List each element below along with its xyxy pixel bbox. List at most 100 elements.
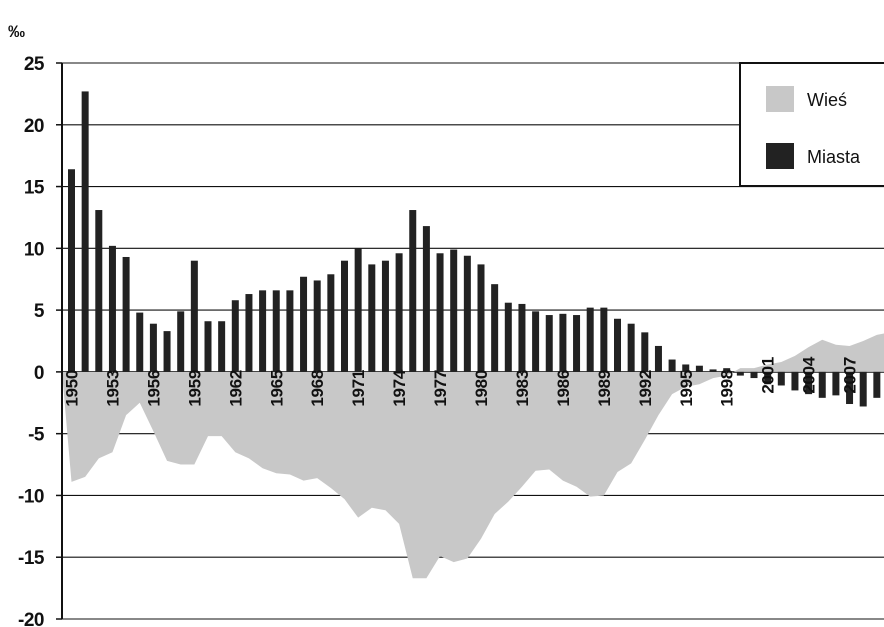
y-tick-label: 20 bbox=[24, 116, 44, 137]
bar-miasta bbox=[695, 365, 703, 372]
bar-miasta bbox=[68, 169, 75, 372]
bar-miasta bbox=[204, 321, 212, 372]
x-tick-label: 1989 bbox=[595, 370, 614, 407]
bar-miasta bbox=[600, 307, 608, 372]
series-wies-area bbox=[62, 332, 884, 579]
bar-miasta bbox=[286, 290, 294, 372]
legend-box bbox=[739, 62, 884, 187]
bar-miasta bbox=[504, 302, 512, 372]
bar-miasta bbox=[108, 245, 116, 372]
bar-miasta bbox=[272, 290, 280, 372]
bar-miasta bbox=[723, 368, 731, 372]
bar-miasta bbox=[654, 345, 662, 372]
x-tick-label: 1998 bbox=[718, 370, 737, 407]
bar-miasta bbox=[641, 332, 649, 372]
x-tick-label: 1986 bbox=[554, 370, 573, 407]
bar-miasta bbox=[873, 371, 881, 398]
bar-miasta bbox=[354, 248, 362, 372]
bar-miasta bbox=[245, 294, 253, 372]
x-tick-label: 2001 bbox=[759, 357, 778, 394]
bar-miasta bbox=[682, 364, 690, 372]
bar-miasta bbox=[177, 311, 185, 372]
x-tick-label: 1950 bbox=[63, 370, 82, 407]
bar-miasta bbox=[259, 290, 267, 372]
bar-miasta bbox=[190, 260, 198, 372]
bar-miasta bbox=[491, 284, 499, 372]
bar-miasta bbox=[422, 226, 430, 372]
bar-miasta bbox=[750, 371, 758, 379]
bar-miasta bbox=[341, 260, 348, 372]
legend-swatch-wies bbox=[766, 86, 794, 112]
x-tick-label: 2007 bbox=[841, 357, 860, 394]
x-tick-label: 1977 bbox=[431, 370, 450, 407]
x-tick-label: 1980 bbox=[472, 370, 491, 407]
legend: Wieś Miasta bbox=[739, 62, 884, 187]
bar-miasta bbox=[614, 318, 621, 372]
bar-miasta bbox=[846, 371, 854, 405]
bar-miasta bbox=[122, 256, 130, 372]
bar-miasta bbox=[463, 255, 471, 372]
legend-label-miasta: Miasta bbox=[807, 147, 861, 167]
y-tick-label: 15 bbox=[24, 178, 45, 199]
y-tick-label: 5 bbox=[34, 301, 45, 322]
bar-miasta bbox=[436, 253, 444, 372]
bar-miasta bbox=[627, 323, 635, 372]
bar-miasta bbox=[545, 315, 553, 372]
y-tick-label: -10 bbox=[18, 486, 44, 507]
x-tick-label: 1965 bbox=[267, 370, 286, 407]
x-axis-ticks: 1950 1953 1956 1959 1962 1965 1968 1971 1974 1977… bbox=[63, 356, 884, 406]
y-tick-label: -20 bbox=[18, 610, 44, 627]
bar-miasta bbox=[149, 323, 157, 372]
bar-miasta bbox=[586, 307, 594, 372]
x-tick-label: 1974 bbox=[390, 369, 409, 406]
bar-miasta bbox=[368, 264, 376, 372]
x-tick-label: 2004 bbox=[800, 356, 819, 393]
y-axis-ticks: 25 20 15 10 5 0 -5 -10 -15 -20 bbox=[18, 54, 62, 627]
bar-miasta bbox=[450, 249, 458, 372]
bar-miasta bbox=[231, 300, 239, 372]
series-miasta-bars bbox=[68, 91, 881, 407]
bar-miasta bbox=[859, 371, 867, 407]
y-tick-label: -5 bbox=[28, 425, 45, 446]
bar-miasta bbox=[518, 303, 526, 372]
bar-miasta bbox=[395, 253, 403, 372]
y-tick-label: -15 bbox=[18, 548, 45, 569]
x-tick-label: 1983 bbox=[513, 370, 532, 407]
bar-miasta bbox=[163, 331, 171, 372]
x-tick-label: 1959 bbox=[185, 370, 204, 407]
bar-miasta bbox=[532, 311, 540, 372]
x-tick-label: 1962 bbox=[226, 370, 245, 407]
bar-miasta bbox=[381, 260, 389, 372]
bar-miasta bbox=[777, 371, 785, 386]
bar-miasta bbox=[832, 371, 840, 396]
bar-miasta bbox=[791, 371, 799, 391]
bar-miasta bbox=[709, 369, 717, 372]
bar-miasta bbox=[313, 280, 321, 372]
bar-miasta bbox=[218, 321, 226, 372]
bar-miasta bbox=[136, 312, 144, 372]
bar-miasta bbox=[573, 315, 581, 372]
legend-swatch-miasta bbox=[766, 143, 794, 169]
bar-miasta bbox=[81, 91, 89, 372]
bar-miasta bbox=[409, 210, 417, 372]
x-tick-label: 2010 bbox=[882, 357, 884, 394]
y-tick-label: 10 bbox=[24, 239, 44, 260]
bar-miasta bbox=[736, 371, 744, 376]
bar-miasta bbox=[477, 264, 485, 372]
bar-miasta bbox=[327, 274, 335, 372]
bar-miasta bbox=[805, 371, 813, 395]
bar-miasta bbox=[95, 210, 103, 372]
bar-miasta bbox=[300, 276, 308, 372]
x-tick-label: 1956 bbox=[144, 370, 163, 407]
bar-miasta bbox=[818, 371, 826, 398]
x-tick-label: 1968 bbox=[308, 370, 327, 407]
bar-miasta bbox=[764, 371, 772, 385]
legend-label-wies: Wieś bbox=[807, 90, 847, 110]
x-tick-label: 1971 bbox=[349, 370, 368, 407]
x-tick-label: 1992 bbox=[636, 370, 655, 407]
bar-miasta bbox=[668, 359, 676, 372]
x-tick-label: 1953 bbox=[103, 370, 122, 407]
bar-miasta bbox=[559, 313, 567, 372]
y-tick-label: 0 bbox=[34, 363, 44, 384]
y-axis-unit-label: ‰ bbox=[8, 22, 25, 41]
